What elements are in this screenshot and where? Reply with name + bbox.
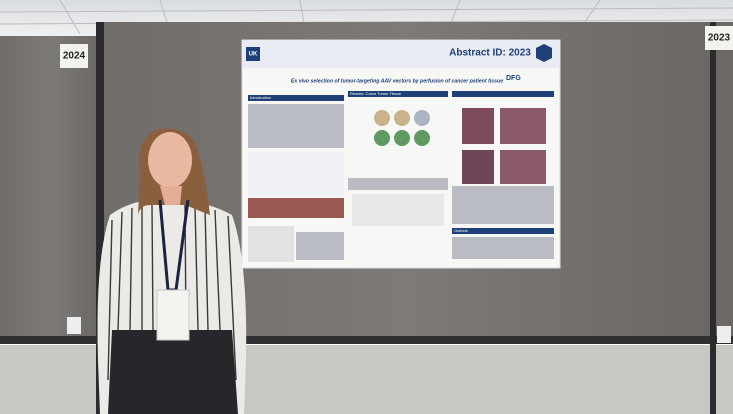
section-bar xyxy=(452,91,554,97)
heatmaps xyxy=(462,108,546,184)
figure xyxy=(248,152,344,196)
logo-hex xyxy=(536,44,552,62)
text-block xyxy=(248,104,554,260)
cup xyxy=(717,326,731,343)
logo: UK xyxy=(249,52,258,58)
pie-charts xyxy=(374,110,430,146)
poster-header xyxy=(242,40,560,68)
board-post xyxy=(710,22,716,414)
logo-box xyxy=(246,47,260,61)
contact-box xyxy=(248,226,294,262)
poster-board xyxy=(712,22,733,340)
section-bar xyxy=(348,91,448,97)
section-bar xyxy=(248,95,344,101)
abstract-id: Abstract ID: 2023 xyxy=(449,48,531,59)
section-title: Introduction xyxy=(250,95,271,100)
board-number-card xyxy=(60,44,88,68)
cup xyxy=(67,317,81,334)
name-badge xyxy=(156,289,190,341)
section-title: Results: Colon Tumor Tissue xyxy=(350,91,402,96)
section-bar xyxy=(452,228,554,234)
board-rail xyxy=(0,336,733,344)
board-post xyxy=(96,22,104,414)
section-title: Outlook xyxy=(454,228,468,233)
figure xyxy=(352,194,444,226)
board-number: 2024 xyxy=(63,51,86,62)
funder-logo: DFG xyxy=(506,75,521,82)
person xyxy=(97,128,247,414)
figure xyxy=(248,198,344,218)
board-number-card xyxy=(705,26,733,50)
board-number: 2023 xyxy=(708,33,731,44)
poster-board xyxy=(0,36,100,336)
poster-title: Ex vivo selection of tumor-targeting AAV… xyxy=(291,78,503,84)
